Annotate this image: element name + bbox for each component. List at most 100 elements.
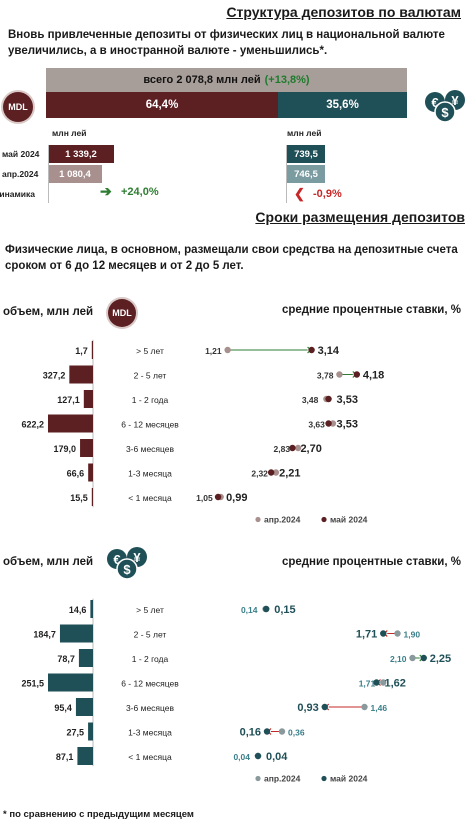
rate-label-may: 1,71 [356, 629, 377, 641]
rate-point-may [420, 654, 427, 662]
row-label-may: май 2024 [2, 149, 40, 159]
volume-value-label: 78,7 [57, 654, 75, 664]
term-category-label: > 5 лет [136, 605, 164, 615]
volume-bar [48, 414, 93, 433]
legend-marker-apr [255, 775, 261, 782]
rate-point-apr [224, 346, 231, 354]
fx-may-value: 739,5 [287, 145, 325, 163]
rate-label-apr: 0,04 [233, 752, 250, 762]
rate-point-may [373, 679, 380, 686]
fx-apr-value: 746,5 [287, 165, 325, 183]
term-category-label: 3-6 месяцев [126, 444, 175, 454]
rate-label-may: 0,04 [266, 751, 288, 763]
fx-coins-icon: € ¥ $ [425, 90, 465, 123]
rate-label-apr: 1,46 [371, 703, 388, 713]
volume-bar [91, 341, 93, 359]
rate-point-may [214, 493, 222, 501]
term-category-label: 3-6 месяцев [126, 703, 175, 713]
rate-point-may [254, 752, 262, 760]
total-bar: всего 2 078,8 млн лей (+13,8%) [46, 68, 407, 92]
term-category-label: 6 - 12 месяцев [121, 420, 179, 430]
mdl-badge-icon: MDL [3, 92, 33, 122]
term-category-label: 2 - 5 лет [134, 630, 167, 640]
term-category-label: 6 - 12 месяцев [121, 679, 179, 689]
mdl-change: +24,0% [121, 186, 159, 198]
rate-label-apr: 0,36 [288, 728, 305, 738]
volume-value-label: 251,5 [21, 679, 44, 689]
rate-point-may [263, 728, 271, 735]
volume-bar [88, 463, 93, 482]
mdl-panel-badge-icon: MDL [108, 299, 136, 327]
rate-label-may: 3,53 [337, 394, 358, 406]
mdl-share-bar: 64,4% [46, 92, 278, 118]
svg-text:¥: ¥ [451, 93, 459, 108]
volume-value-label: 95,4 [54, 703, 72, 713]
rate-point-apr [380, 679, 387, 686]
rate-label-apr: 0,14 [241, 605, 258, 615]
volume-value-label: 327,2 [43, 371, 66, 381]
volume-bar [48, 673, 93, 692]
unit-mdl: млн лей [52, 128, 87, 138]
term-category-label: 2 - 5 лет [134, 371, 167, 381]
rate-point-apr [361, 703, 368, 711]
mdl-apr-value: 1 080,4 [48, 165, 102, 183]
fx-panel-coins-icon: € ¥ $ [107, 547, 147, 580]
rate-label-apr: 1,71 [359, 679, 376, 689]
volume-value-label: 179,0 [54, 444, 77, 454]
rate-label-may: 2,25 [430, 653, 451, 665]
rate-label-may: 3,14 [318, 345, 340, 357]
term-category-label: 1 - 2 года [132, 654, 169, 664]
fx-volume-title: объем, млн лей [3, 556, 94, 568]
term-category-label: < 1 месяца [128, 752, 172, 762]
arrow-up-icon: ➔ [100, 183, 112, 199]
rate-point-may [380, 630, 387, 637]
rate-label-apr: 1,21 [205, 346, 222, 356]
structure-subtitle-1: Вновь привлеченные депозиты от физически… [8, 29, 445, 41]
rate-label-apr: 2,10 [390, 654, 407, 664]
rate-label-may: 0,93 [297, 702, 318, 714]
terms-text-1: Физические лица, в основном, размещали с… [5, 244, 458, 256]
volume-value-label: 1,7 [75, 346, 88, 356]
rate-point-may [289, 444, 296, 452]
rate-point-apr [394, 630, 401, 637]
rate-label-may: 2,70 [300, 443, 321, 455]
rate-point-may [308, 346, 315, 354]
total-change: (+13,8%) [264, 74, 310, 86]
rate-label-apr: 3,48 [302, 395, 319, 405]
rate-point-may [267, 469, 275, 476]
rate-label-may: 0,99 [226, 492, 247, 504]
volume-bar [90, 600, 93, 618]
legend-label-may: май 2024 [330, 515, 368, 525]
svg-text:$: $ [123, 562, 131, 577]
legend-marker-apr [255, 516, 261, 523]
volume-value-label: 622,2 [21, 420, 44, 430]
rate-point-may [325, 420, 332, 427]
legend-marker-may [321, 775, 327, 782]
fx-rates-title: средние процентные ставки, % [281, 556, 461, 568]
rate-point-apr [336, 371, 343, 378]
fx-term-chart: 14,6 > 5 лет 0,14 0,15 184,7 2 - 5 лет 1,90 1,7… [21, 598, 451, 784]
rate-point-may [325, 395, 332, 403]
rate-label-apr: 2,32 [251, 469, 268, 479]
term-category-label: < 1 месяца [128, 493, 172, 503]
volume-bar [77, 747, 93, 765]
volume-bar [80, 439, 93, 457]
rate-point-apr [272, 469, 280, 476]
structure-subtitle-2: увеличились, а в иностранной валюте - ум… [8, 45, 328, 57]
terms-text-2: сроком от 6 до 12 месяцев и от 2 до 5 ле… [5, 260, 244, 272]
rate-point-apr [409, 654, 416, 662]
rate-label-apr: 3,63 [308, 420, 325, 430]
legend-label-apr: апр.2024 [264, 774, 301, 784]
mdl-volume-title: объем, млн лей [3, 306, 94, 318]
volume-bar [88, 722, 93, 741]
volume-value-label: 184,7 [33, 630, 56, 640]
term-category-label: 1-3 месяца [128, 469, 172, 479]
structure-title: Структура депозитов по валютам [226, 4, 461, 20]
mdl-rates-title: средние процентные ставки, % [281, 304, 461, 316]
total-label: всего 2 078,8 млн лей [143, 74, 261, 86]
rate-point-may [353, 371, 361, 378]
volume-value-label: 127,1 [57, 395, 80, 405]
rate-label-may: 2,21 [279, 468, 300, 480]
rate-point-apr [278, 728, 286, 735]
volume-value-label: 66,6 [67, 469, 85, 479]
